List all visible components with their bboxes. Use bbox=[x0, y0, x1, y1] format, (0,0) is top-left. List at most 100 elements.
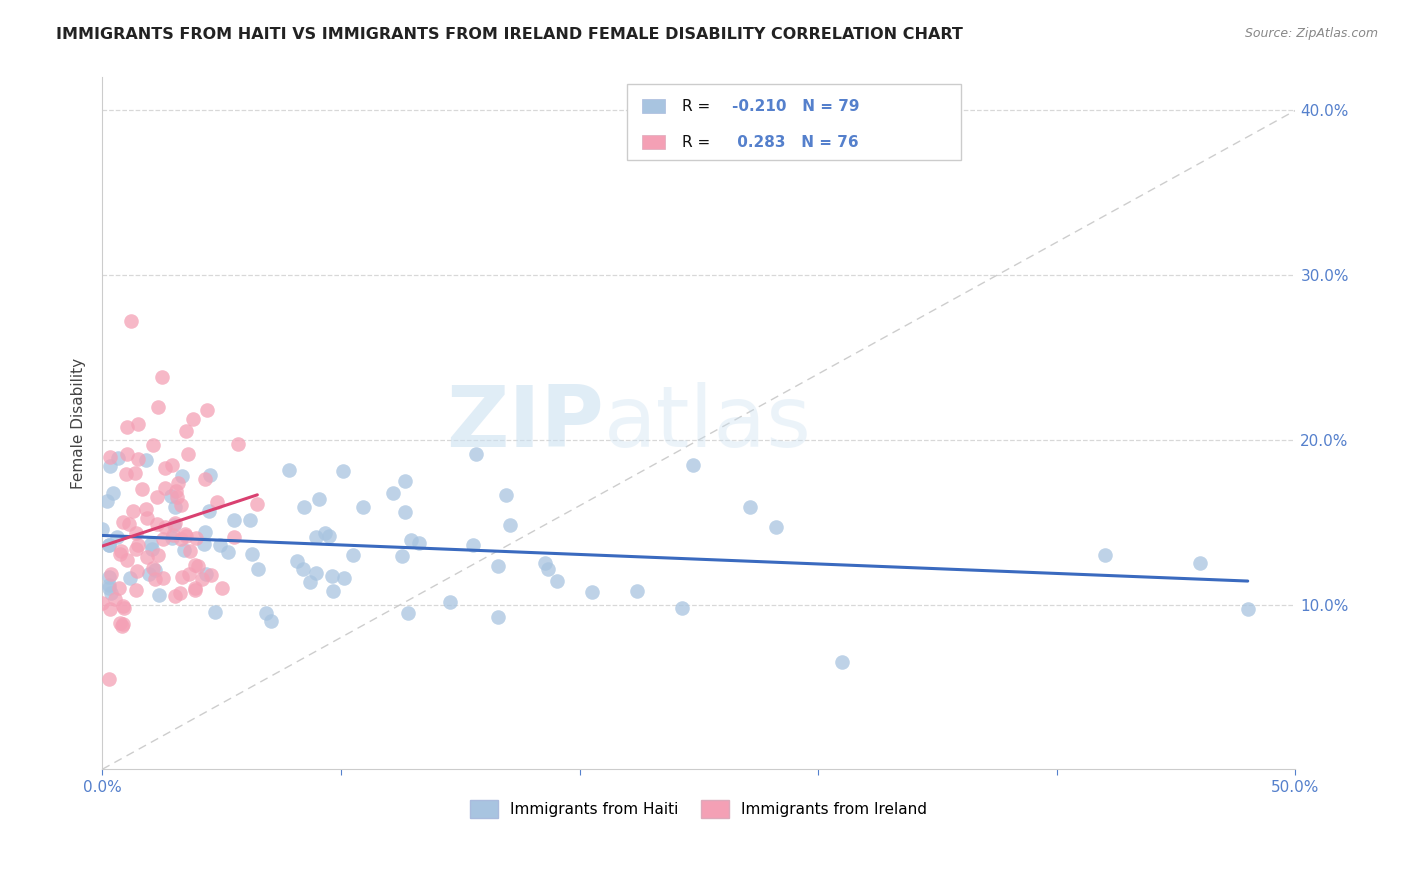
Point bbox=[108, 616, 131, 631]
Point bbox=[314, 525, 336, 540]
Point bbox=[292, 500, 315, 514]
Point bbox=[141, 537, 163, 551]
Point bbox=[141, 541, 163, 556]
Point bbox=[208, 538, 231, 552]
Point bbox=[115, 467, 138, 481]
Point bbox=[160, 458, 183, 472]
Point bbox=[499, 517, 522, 532]
Point bbox=[162, 527, 184, 541]
Point bbox=[247, 562, 270, 576]
Point bbox=[112, 599, 135, 613]
Point bbox=[150, 370, 173, 384]
Point bbox=[534, 556, 557, 570]
Point bbox=[91, 522, 114, 536]
Point bbox=[194, 524, 217, 539]
Point bbox=[159, 489, 181, 503]
Point bbox=[98, 570, 121, 584]
Point bbox=[146, 490, 169, 504]
Point bbox=[321, 569, 343, 583]
FancyBboxPatch shape bbox=[641, 136, 665, 149]
Point bbox=[211, 581, 233, 595]
Point bbox=[298, 575, 321, 590]
Point bbox=[170, 570, 193, 584]
Point bbox=[120, 570, 142, 584]
Point bbox=[183, 581, 205, 595]
Point bbox=[148, 588, 170, 602]
Text: IMMIGRANTS FROM HAITI VS IMMIGRANTS FROM IRELAND FEMALE DISABILITY CORRELATION C: IMMIGRANTS FROM HAITI VS IMMIGRANTS FROM… bbox=[56, 27, 963, 42]
Point bbox=[127, 417, 149, 432]
Point bbox=[308, 491, 330, 506]
Point bbox=[131, 482, 153, 496]
Point bbox=[167, 475, 190, 490]
Point bbox=[228, 436, 250, 450]
Text: -0.210   N = 79: -0.210 N = 79 bbox=[733, 99, 859, 114]
Point bbox=[333, 571, 356, 585]
Point bbox=[169, 586, 191, 600]
Point bbox=[125, 564, 148, 578]
Text: Source: ZipAtlas.com: Source: ZipAtlas.com bbox=[1244, 27, 1378, 40]
Text: R =: R = bbox=[682, 99, 716, 114]
Point bbox=[98, 578, 121, 592]
Point bbox=[184, 583, 207, 598]
Point bbox=[486, 558, 509, 573]
Point bbox=[98, 458, 121, 473]
Point bbox=[143, 563, 166, 577]
Point bbox=[626, 584, 648, 599]
Text: atlas: atlas bbox=[603, 382, 811, 465]
Y-axis label: Female Disability: Female Disability bbox=[72, 358, 86, 489]
Point bbox=[1094, 548, 1116, 562]
Point bbox=[160, 531, 183, 545]
Point bbox=[222, 514, 245, 528]
Point bbox=[98, 602, 121, 616]
Point bbox=[97, 537, 120, 551]
Point bbox=[115, 553, 138, 567]
Point bbox=[135, 550, 157, 565]
Point bbox=[581, 585, 603, 599]
Point bbox=[143, 572, 166, 586]
Point bbox=[142, 561, 165, 575]
Point bbox=[200, 568, 222, 582]
Point bbox=[176, 425, 198, 439]
FancyBboxPatch shape bbox=[641, 99, 665, 113]
Text: ZIP: ZIP bbox=[446, 382, 603, 465]
Point bbox=[112, 600, 135, 615]
Point bbox=[101, 485, 124, 500]
Point bbox=[125, 583, 148, 598]
Point bbox=[138, 566, 160, 581]
Point bbox=[98, 672, 121, 686]
Point bbox=[394, 505, 416, 519]
Point bbox=[239, 513, 262, 527]
Point bbox=[181, 412, 204, 426]
Point bbox=[152, 533, 174, 547]
Point bbox=[396, 606, 419, 620]
Point bbox=[193, 537, 215, 551]
Point bbox=[142, 438, 165, 452]
Point bbox=[177, 567, 200, 582]
Point bbox=[122, 504, 145, 518]
Point bbox=[170, 498, 193, 512]
Point bbox=[105, 530, 128, 544]
Point bbox=[198, 504, 221, 518]
Point bbox=[495, 487, 517, 501]
FancyBboxPatch shape bbox=[627, 85, 962, 161]
Point bbox=[91, 596, 114, 610]
Point bbox=[110, 547, 132, 561]
Point bbox=[146, 400, 169, 414]
Point bbox=[108, 581, 131, 595]
Point bbox=[165, 500, 187, 515]
Point bbox=[124, 466, 146, 480]
Point bbox=[176, 446, 198, 460]
Point bbox=[195, 403, 218, 417]
Point bbox=[408, 536, 430, 550]
Point bbox=[671, 601, 693, 615]
Point bbox=[174, 527, 197, 541]
Point bbox=[107, 450, 129, 465]
Point bbox=[173, 542, 195, 557]
Point bbox=[97, 581, 120, 595]
Point bbox=[198, 467, 221, 482]
Point bbox=[186, 531, 208, 545]
Point bbox=[831, 655, 853, 669]
Point bbox=[207, 494, 229, 508]
Point bbox=[100, 450, 122, 465]
Text: 0.283   N = 76: 0.283 N = 76 bbox=[733, 135, 859, 150]
